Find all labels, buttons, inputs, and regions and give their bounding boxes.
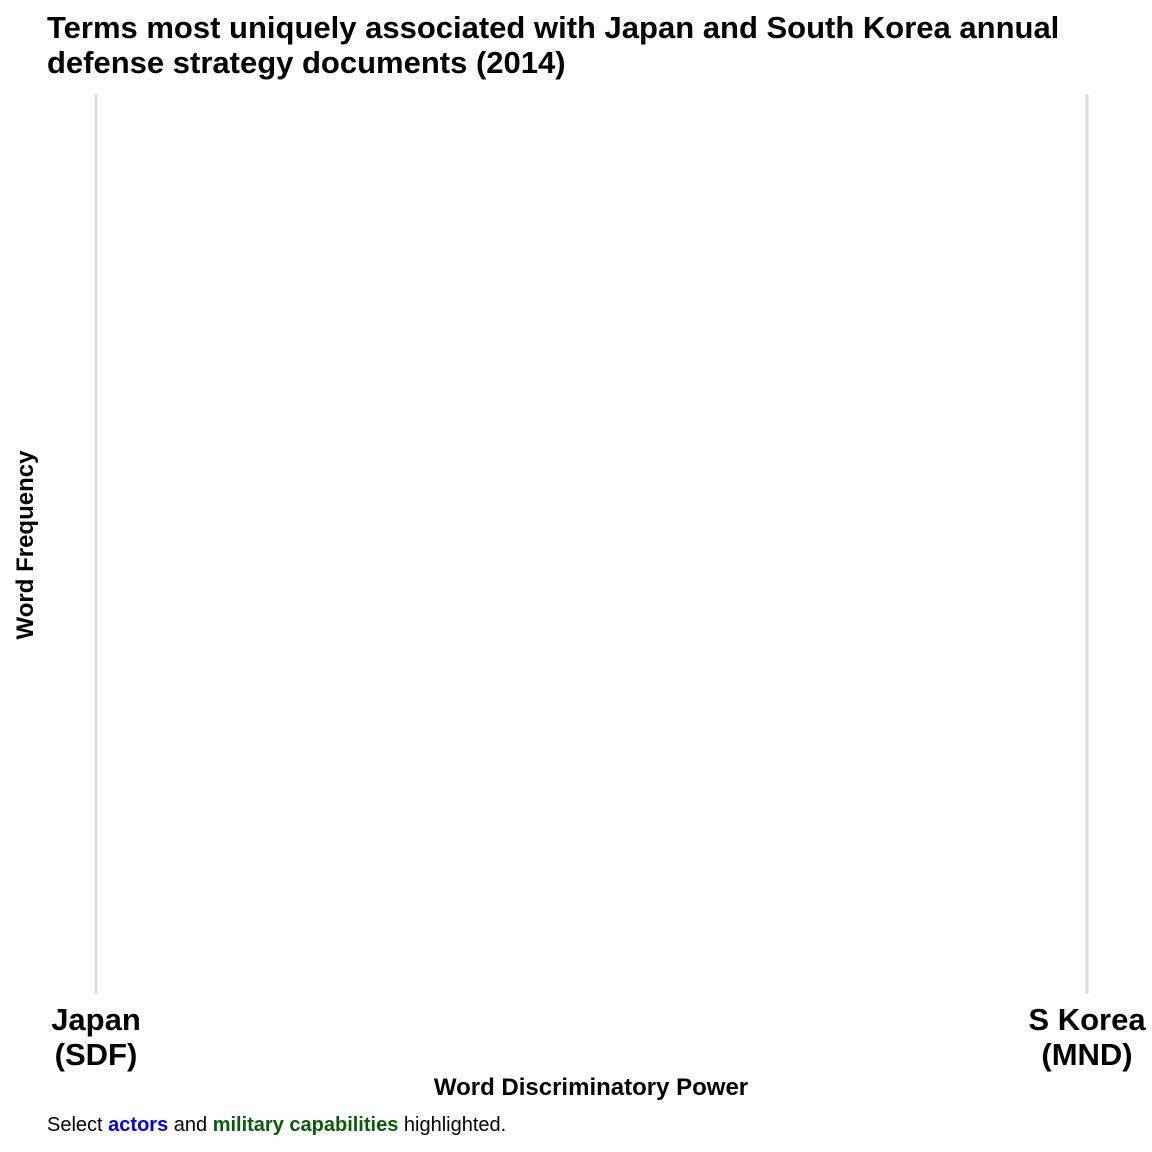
gridlines — [94, 94, 1089, 994]
caption-actors: actors — [108, 1114, 169, 1136]
x-tick-label-s-korea: S Korea (MND) — [1028, 1002, 1145, 1072]
caption: Select actors and military capabilities … — [47, 1114, 506, 1137]
x-axis-label: Word Discriminatory Power — [433, 1074, 749, 1101]
caption-middle: and — [173, 1114, 208, 1136]
x-tick-label-japan-line-1: Japan — [51, 1002, 141, 1037]
chart-title: Terms most uniquely associated with Japa… — [47, 10, 1137, 80]
chart-title-line-2: defense strategy documents (2014) — [47, 45, 566, 80]
x-tick-label-s-korea-line-1: S Korea — [1028, 1002, 1146, 1037]
caption-capabilities: military capabilities — [212, 1114, 399, 1136]
x-tick-label-s-korea-line-2: (MND) — [1041, 1037, 1133, 1072]
x-tick-label-japan: Japan (SDF) — [51, 1002, 141, 1072]
caption-suffix: highlighted. — [403, 1114, 507, 1136]
chart-title-line-1: Terms most uniquely associated with Japa… — [47, 10, 1060, 45]
caption-prefix: Select — [47, 1114, 103, 1136]
y-axis-label: Word Frequency — [12, 450, 39, 640]
x-tick-label-japan-line-2: (SDF) — [54, 1037, 138, 1072]
